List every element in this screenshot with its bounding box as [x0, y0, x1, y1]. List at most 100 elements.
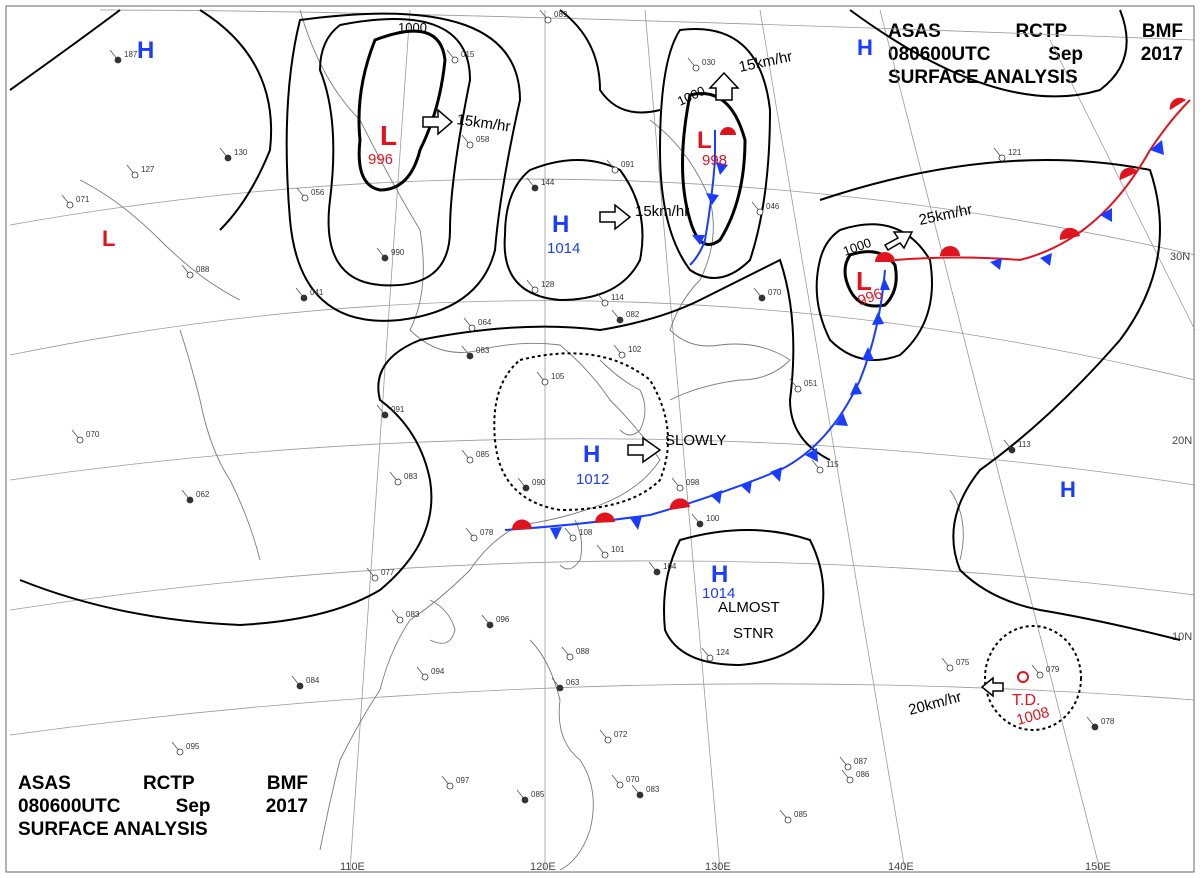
station-circle-icon [569, 534, 577, 542]
station-circle-icon [421, 673, 429, 681]
isobar-high-1014-north [503, 159, 644, 302]
station-circle-icon [696, 520, 704, 528]
stationary-note: ALMOST [718, 599, 780, 616]
station-circle-icon [446, 782, 454, 790]
station-circle-icon [76, 436, 84, 444]
station-pressure-code: 095 [186, 742, 200, 751]
station-plot: 084 [291, 675, 320, 690]
station-circle-icon [706, 654, 714, 662]
meridian-150e [879, 9, 1101, 871]
station-pressure-code: 051 [804, 379, 818, 388]
title-agency: ASAS [888, 21, 941, 42]
isobar-1012-ne [849, 9, 1128, 98]
station-pressure-code: 113 [1018, 440, 1031, 449]
station-plot: 187 [109, 49, 138, 64]
station-plot: 097 [441, 775, 470, 790]
station-circle-icon [381, 411, 389, 419]
station-circle-icon [556, 684, 564, 692]
station-plot: 085 [779, 809, 808, 824]
station-plot: 078 [1086, 716, 1115, 731]
title-product: SURFACE ANALYSIS [18, 819, 208, 840]
station-pressure-code: 071 [76, 195, 90, 204]
station-pressure-code: 115 [826, 460, 839, 469]
inland-border-2 [79, 179, 241, 301]
station-pressure-code: 082 [626, 310, 640, 319]
station-circle-icon [531, 184, 539, 192]
station-plot: 088 [561, 646, 590, 661]
warm-front-semicircles [511, 97, 1186, 530]
low-pressure-value: 996 [368, 151, 393, 168]
philippines-coast [529, 639, 594, 871]
isobar-1008-central [19, 258, 831, 627]
isobars [9, 9, 1181, 667]
meridian-140e [759, 9, 906, 871]
station-circle-icon [756, 208, 764, 216]
station-circle-icon [466, 352, 474, 360]
station-plot: 070 [71, 429, 100, 444]
pressure-centers: H H H H H H L L L L [102, 35, 1076, 588]
station-pressure-code: 091 [621, 160, 635, 169]
isobar-label: 1000 [398, 20, 427, 35]
station-circle-icon [224, 154, 232, 162]
high-pressure-value: 1012 [576, 471, 609, 488]
station-plot: 096 [481, 614, 510, 629]
station-circle-icon [541, 378, 549, 386]
station-pressure-code: 058 [476, 135, 490, 144]
meridian-160e [1049, 39, 1196, 331]
station-plot: 113 [1003, 439, 1031, 454]
station-pressure-code: 101 [611, 545, 625, 554]
title-time: 080600UTC [888, 44, 991, 65]
station-pressure-code: 079 [1046, 665, 1060, 674]
station-circle-icon [396, 616, 404, 624]
station-plot: 101 [596, 544, 625, 559]
station-circle-icon [466, 456, 474, 464]
station-pressure-code: 075 [956, 658, 970, 667]
station-pressure-code: 088 [576, 647, 590, 656]
high-symbol: H [857, 35, 873, 60]
isobar-high-1012-dashed [493, 352, 669, 512]
station-pressure-code: 070 [768, 288, 782, 297]
meridian-110e [349, 9, 411, 871]
station-pressure-code: 063 [566, 678, 580, 687]
station-plot: 030 [687, 57, 716, 72]
title-time: 080600UTC [18, 796, 121, 817]
station-pressure-code: 083 [476, 346, 490, 355]
station-plot: 108 [564, 527, 593, 542]
arrow-west-1 [980, 676, 1004, 698]
parallel-25n [9, 300, 1196, 381]
lon-label-110e: 110E [340, 861, 365, 873]
lon-label-120e: 120E [530, 861, 556, 873]
station-pressure-code: 087 [854, 757, 868, 766]
station-pressure-code: 089 [554, 10, 568, 19]
station-circle-icon [946, 664, 954, 672]
station-pressure-code: 062 [196, 490, 210, 499]
station-pressure-code: 083 [404, 472, 418, 481]
title-year: 2017 [265, 796, 308, 817]
station-plot: 091 [606, 159, 635, 174]
pressure-values: 1014 1012 1014 996 998 996 [368, 151, 885, 602]
station-pressure-code: 056 [311, 188, 325, 197]
station-pressure-code: 070 [626, 775, 640, 784]
station-circle-icon [601, 299, 609, 307]
station-circle-icon [844, 763, 852, 771]
station-plot: 144 [526, 177, 555, 192]
station-circle-icon [176, 748, 184, 756]
station-plot: 041 [295, 287, 324, 302]
station-circle-icon [522, 484, 530, 492]
title-product: SURFACE ANALYSIS [888, 67, 1078, 88]
station-plot: 128 [526, 279, 555, 294]
station-circle-icon [758, 294, 766, 302]
station-circle-icon [611, 166, 619, 174]
station-plot: 088 [181, 264, 210, 279]
station-plot: 130 [219, 147, 248, 162]
station-plot: 079 [1031, 664, 1060, 679]
high-symbol: H [552, 211, 569, 238]
stationary-note: STNR [733, 625, 774, 642]
station-pressure-code: 085 [531, 790, 545, 799]
station-pressure-code: 084 [306, 676, 320, 685]
station-circle-icon [566, 653, 574, 661]
coastlines [79, 9, 964, 871]
station-circle-icon [371, 574, 379, 582]
station-pressure-code: 070 [86, 430, 100, 439]
